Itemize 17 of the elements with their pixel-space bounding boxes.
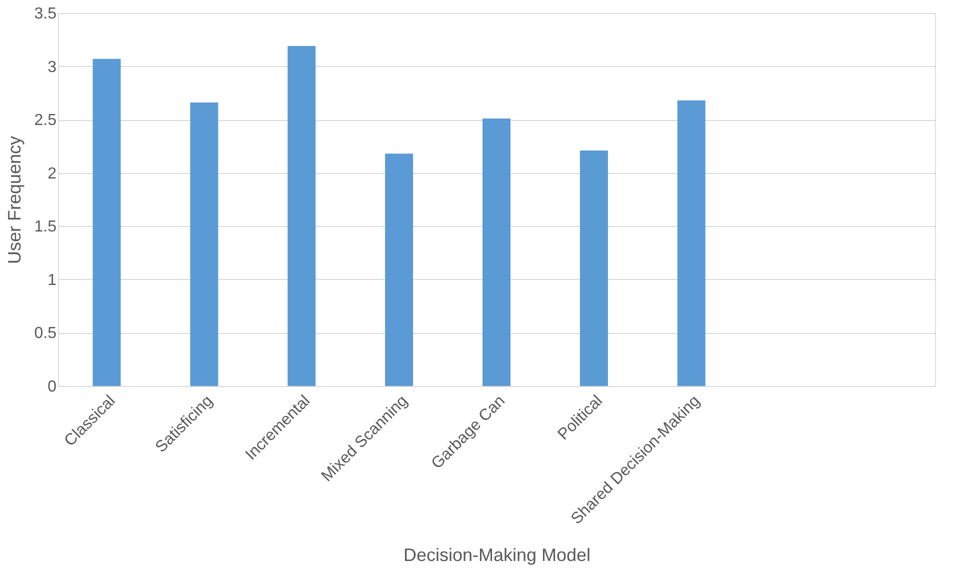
bar <box>385 154 414 386</box>
bar <box>92 58 121 386</box>
bar <box>677 100 706 386</box>
y-tick-label: 3.5 <box>34 6 57 22</box>
bar <box>288 46 316 386</box>
bar <box>580 150 608 386</box>
y-tick-label: 2 <box>48 165 57 182</box>
y-tick-label: 2.5 <box>34 112 57 130</box>
bar <box>482 118 510 386</box>
y-tick-label: 1 <box>48 272 57 289</box>
y-tick-label: 3 <box>48 58 57 76</box>
y-tick-label: 1.5 <box>34 218 57 236</box>
bar <box>190 102 218 386</box>
y-tick-label: 0 <box>48 378 57 396</box>
y-tick-label: 0.5 <box>34 325 57 342</box>
y-axis-title: User Frequency <box>4 136 24 264</box>
x-axis-title: Decision-Making Model <box>403 545 591 566</box>
